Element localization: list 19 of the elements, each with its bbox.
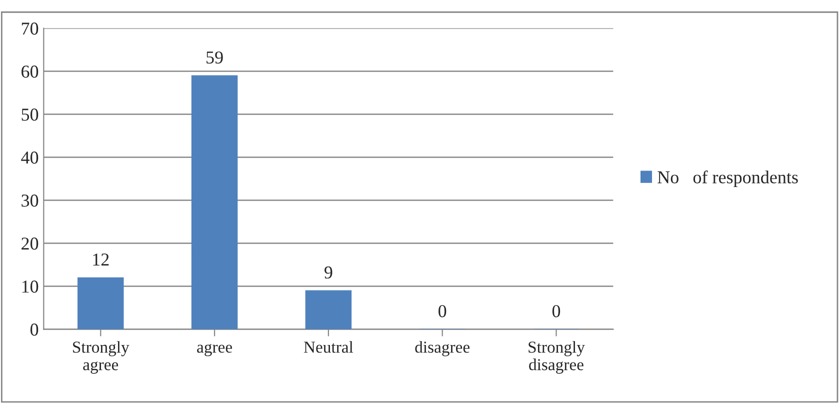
y-tick-label: 10 bbox=[22, 280, 38, 293]
x-tick-label: Strongly agree bbox=[73, 341, 130, 374]
y-tick-label: 20 bbox=[22, 238, 38, 250]
data-label: 0 bbox=[438, 305, 446, 318]
data-label: 12 bbox=[93, 254, 109, 266]
y-tick-label: 0 bbox=[30, 324, 38, 336]
y-tick-label: 30 bbox=[22, 194, 38, 207]
data-label: 0 bbox=[552, 305, 560, 318]
y-tick-label: 40 bbox=[21, 152, 38, 164]
y-tick-label: 60 bbox=[22, 66, 38, 78]
legend-label: No of respondents bbox=[658, 170, 798, 188]
x-tick-label: agree bbox=[197, 344, 232, 356]
y-tick-label: 50 bbox=[22, 108, 38, 121]
y-tick-label: 70 bbox=[22, 22, 38, 35]
data-label: 59 bbox=[206, 51, 223, 64]
x-tick-label: Strongly disagree bbox=[528, 341, 585, 374]
data-label: 9 bbox=[324, 266, 332, 279]
x-tick-label: Neutral bbox=[304, 341, 354, 353]
x-tick-label: disagree bbox=[415, 341, 470, 356]
